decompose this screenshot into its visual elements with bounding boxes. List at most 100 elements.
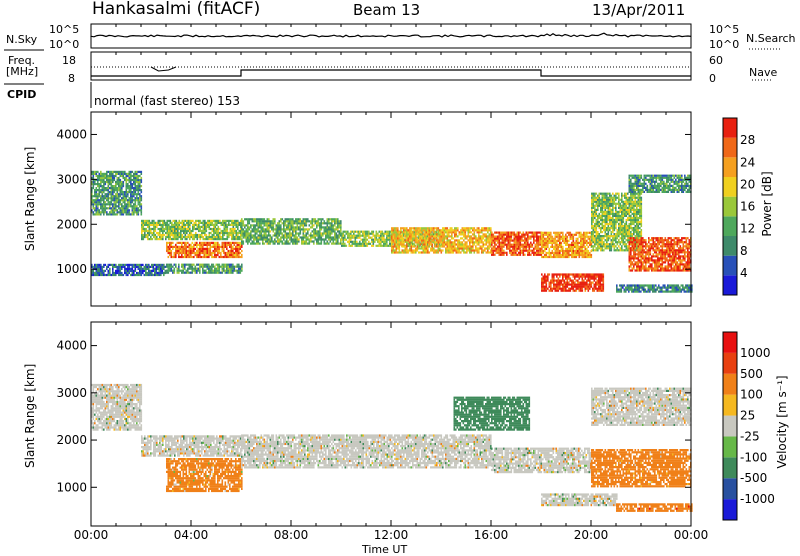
power-cell bbox=[468, 227, 470, 229]
power-cell bbox=[417, 249, 419, 251]
power-cell bbox=[331, 222, 333, 224]
power-cell bbox=[109, 264, 111, 266]
power-cell bbox=[312, 224, 314, 226]
power-cell bbox=[221, 230, 223, 232]
power-cell bbox=[166, 270, 168, 272]
power-cell bbox=[399, 233, 401, 235]
power-cell bbox=[399, 249, 401, 251]
power-cell bbox=[462, 245, 464, 247]
power-cell bbox=[377, 241, 379, 243]
power-cell bbox=[585, 278, 587, 280]
power-cell bbox=[593, 199, 595, 201]
power-cell bbox=[426, 239, 428, 241]
power-cell bbox=[533, 242, 535, 244]
power-cell bbox=[364, 233, 366, 235]
power-cell bbox=[599, 237, 601, 239]
power-cell bbox=[491, 252, 493, 254]
power-cell bbox=[535, 240, 537, 242]
power-cell bbox=[550, 246, 552, 248]
power-cell bbox=[114, 209, 116, 211]
power-cell bbox=[184, 246, 186, 248]
power-cell bbox=[462, 237, 464, 239]
power-cell bbox=[286, 243, 288, 245]
power-cell bbox=[123, 173, 125, 175]
power-cell bbox=[432, 239, 434, 241]
power-cell bbox=[477, 243, 479, 245]
power-cell bbox=[288, 224, 290, 226]
power-cell bbox=[94, 213, 96, 215]
power-cell bbox=[190, 248, 192, 250]
power-cell bbox=[295, 243, 297, 245]
power-cell bbox=[433, 239, 435, 241]
power-cell bbox=[222, 246, 224, 248]
power-cell bbox=[253, 234, 255, 236]
power-cell bbox=[394, 251, 396, 253]
power-cell bbox=[544, 234, 546, 236]
power-cell bbox=[515, 242, 517, 244]
power-cell bbox=[155, 236, 157, 238]
power-cell bbox=[112, 195, 114, 197]
power-cell bbox=[203, 224, 205, 226]
power-cell bbox=[315, 234, 317, 236]
power-cell bbox=[213, 264, 215, 266]
power-cell bbox=[547, 232, 549, 234]
power-cell bbox=[497, 242, 499, 244]
power-cell bbox=[494, 238, 496, 240]
power-cell bbox=[491, 232, 493, 234]
power-cell bbox=[241, 222, 243, 224]
power-cell bbox=[238, 270, 240, 272]
power-cell bbox=[494, 242, 496, 244]
power-cell bbox=[402, 237, 404, 239]
power-cell bbox=[171, 256, 173, 258]
power-cell bbox=[463, 243, 465, 245]
power-cell bbox=[126, 183, 128, 185]
power-cell bbox=[533, 236, 535, 238]
power-cell bbox=[132, 207, 134, 209]
power-cell bbox=[448, 229, 450, 231]
power-cell bbox=[195, 232, 197, 234]
power-cell bbox=[258, 240, 260, 242]
power-cell bbox=[130, 203, 132, 205]
power-cell bbox=[377, 239, 379, 241]
power-cell bbox=[571, 244, 573, 246]
power-cell bbox=[583, 240, 585, 242]
power-cell bbox=[171, 268, 173, 270]
power-cell bbox=[333, 218, 335, 220]
power-cell bbox=[583, 273, 585, 275]
power-cell bbox=[135, 264, 137, 266]
power-cell bbox=[292, 226, 294, 228]
power-cell bbox=[307, 238, 309, 240]
power-cell bbox=[171, 230, 173, 232]
power-cell bbox=[234, 248, 236, 250]
power-cell bbox=[457, 241, 459, 243]
power-cell bbox=[264, 234, 266, 236]
power-cell bbox=[315, 230, 317, 232]
power-cell bbox=[409, 249, 411, 251]
power-cell bbox=[352, 241, 354, 243]
power-cell bbox=[196, 244, 198, 246]
power-cell bbox=[594, 280, 596, 282]
power-cell bbox=[239, 232, 241, 234]
power-cell bbox=[146, 224, 148, 226]
power-cell bbox=[376, 235, 378, 237]
power-cell bbox=[243, 220, 245, 222]
power-cell bbox=[208, 248, 210, 250]
power-cell bbox=[193, 270, 195, 272]
power-cell bbox=[441, 235, 443, 237]
power-cell bbox=[189, 236, 191, 238]
power-cell bbox=[198, 236, 200, 238]
power-cell bbox=[304, 240, 306, 242]
power-cell bbox=[466, 245, 468, 247]
power-cell bbox=[177, 228, 179, 230]
power-cell bbox=[337, 228, 339, 230]
power-cell bbox=[591, 203, 593, 205]
power-cell bbox=[301, 236, 303, 238]
power-cell bbox=[261, 236, 263, 238]
power-cell bbox=[189, 232, 191, 234]
power-cell bbox=[216, 232, 218, 234]
power-cell bbox=[259, 222, 261, 224]
power-cell bbox=[494, 240, 496, 242]
power-cell bbox=[462, 247, 464, 249]
power-cell bbox=[319, 218, 321, 220]
power-cell bbox=[529, 236, 531, 238]
